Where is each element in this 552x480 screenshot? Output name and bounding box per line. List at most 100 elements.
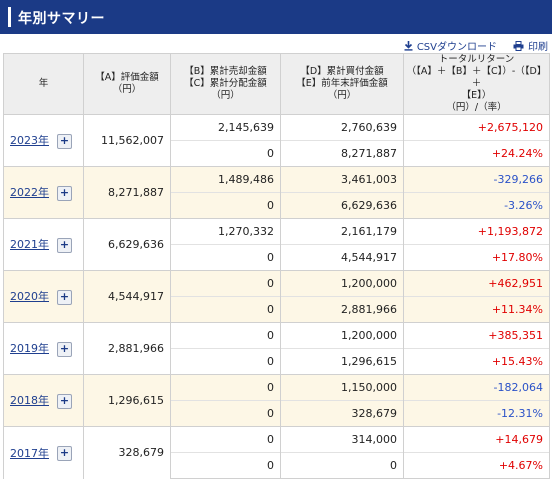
cumulative-distribution-cell: 0	[170, 296, 281, 323]
prev-year-end-valuation-cell: 4,544,917	[280, 244, 404, 271]
total-return-yen-cell: +385,351	[403, 322, 550, 349]
table-row: 0 8,271,887 +24.24%	[4, 140, 550, 167]
printer-icon	[513, 40, 524, 51]
year-cell: 2020年 +	[3, 270, 84, 323]
cumulative-distribution-cell: 0	[170, 452, 281, 479]
prev-year-end-valuation-cell: 2,881,966	[280, 296, 404, 323]
year-link[interactable]: 2018年	[10, 394, 49, 408]
year-link[interactable]: 2019年	[10, 342, 49, 356]
csv-download-label: CSVダウンロード	[416, 42, 497, 53]
table-row: 2017年 +328,679 0 314,000 +14,679	[3, 426, 550, 479]
page-title: 年別サマリー	[18, 11, 105, 27]
table-row: 2020年 +4,544,917 0 1,200,000 +462,951	[3, 270, 550, 323]
year-cell: 2018年 +	[3, 374, 84, 427]
year-cell: 2021年 +	[3, 218, 84, 271]
print-link[interactable]: 印刷	[513, 38, 548, 53]
valuation-cell: 328,679	[83, 426, 171, 479]
cumulative-sales-cell: 0	[170, 322, 281, 349]
total-return-rate-cell: -3.26%	[403, 192, 550, 219]
cumulative-purchase-cell: 1,150,000	[280, 374, 404, 401]
year-link[interactable]: 2017年	[10, 446, 49, 460]
table-row: 2019年 +2,881,966 0 1,200,000 +385,351	[3, 322, 550, 375]
table-row: 2018年 +1,296,615 0 1,150,000 -182,064	[3, 374, 550, 427]
year-link[interactable]: 2022年	[10, 186, 49, 200]
section-header: 年別サマリー	[0, 0, 552, 34]
total-return-rate-cell: +11.34%	[403, 296, 550, 323]
total-return-rate-cell: +15.43%	[403, 348, 550, 375]
col-header-year: 年	[3, 53, 84, 115]
valuation-cell: 1,296,615	[83, 374, 171, 427]
cumulative-purchase-cell: 1,200,000	[280, 270, 404, 297]
col-header-a: 【A】評価金額 （円）	[83, 53, 171, 115]
cumulative-distribution-cell: 0	[170, 400, 281, 427]
cumulative-sales-cell: 1,489,486	[170, 166, 281, 193]
cumulative-sales-cell: 0	[170, 426, 281, 453]
total-return-rate-cell: +24.24%	[403, 140, 550, 167]
expand-plus-icon[interactable]: +	[57, 446, 72, 461]
total-return-yen-cell: +14,679	[403, 426, 550, 453]
table-row: 0 328,679 -12.31%	[4, 400, 550, 427]
year-cell: 2019年 +	[3, 322, 84, 375]
cumulative-sales-cell: 0	[170, 374, 281, 401]
table-row: 0 6,629,636 -3.26%	[4, 192, 550, 219]
prev-year-end-valuation-cell: 1,296,615	[280, 348, 404, 375]
year-link[interactable]: 2021年	[10, 238, 49, 252]
table-row: 0 0 +4.67%	[4, 452, 550, 479]
print-label: 印刷	[528, 42, 548, 53]
total-return-yen-cell: +2,675,120	[403, 114, 550, 141]
valuation-cell: 8,271,887	[83, 166, 171, 219]
total-return-rate-cell: +17.80%	[403, 244, 550, 271]
prev-year-end-valuation-cell: 6,629,636	[280, 192, 404, 219]
total-return-yen-cell: +1,193,872	[403, 218, 550, 245]
cumulative-sales-cell: 0	[170, 270, 281, 297]
cumulative-distribution-cell: 0	[170, 244, 281, 271]
cumulative-distribution-cell: 0	[170, 192, 281, 219]
valuation-cell: 4,544,917	[83, 270, 171, 323]
expand-plus-icon[interactable]: +	[57, 393, 72, 409]
download-icon	[404, 40, 413, 51]
year-cell: 2017年 +	[3, 426, 84, 479]
header-accent-bar	[8, 7, 11, 27]
cumulative-distribution-cell: 0	[170, 348, 281, 375]
valuation-cell: 2,881,966	[83, 322, 171, 375]
table-row: 0 4,544,917 +17.80%	[4, 244, 550, 271]
valuation-cell: 6,629,636	[83, 218, 171, 271]
year-link[interactable]: 2020年	[10, 290, 49, 304]
total-return-yen-cell: -182,064	[403, 374, 550, 401]
prev-year-end-valuation-cell: 0	[280, 452, 404, 479]
toolbar: CSVダウンロード 印刷	[404, 38, 548, 53]
expand-plus-icon[interactable]: +	[57, 341, 72, 357]
table-header-row: 年 【A】評価金額 （円） 【B】累計売却金額 【C】累計分配金額 （円） 【D…	[3, 53, 550, 115]
valuation-cell: 11,562,007	[83, 114, 171, 167]
cumulative-sales-cell: 2,145,639	[170, 114, 281, 141]
table-row: 2021年 +6,629,636 1,270,332 2,161,179 +1,193,…	[3, 218, 550, 271]
table-row: 2022年 +8,271,887 1,489,486 3,461,003 -329,26…	[3, 166, 550, 219]
year-cell: 2023年 +	[3, 114, 84, 167]
total-return-yen-cell: -329,266	[403, 166, 550, 193]
cumulative-purchase-cell: 1,200,000	[280, 322, 404, 349]
expand-plus-icon[interactable]: +	[57, 133, 72, 149]
total-return-yen-cell: +462,951	[403, 270, 550, 297]
table-row: 0 2,881,966 +11.34%	[4, 296, 550, 323]
total-return-rate-cell: +4.67%	[403, 452, 550, 479]
cumulative-distribution-cell: 0	[170, 140, 281, 167]
total-return-rate-cell: -12.31%	[403, 400, 550, 427]
table-body: 2023年 +11,562,007 2,145,639 2,760,639 +2,675…	[3, 114, 550, 479]
year-cell: 2022年 +	[3, 166, 84, 219]
prev-year-end-valuation-cell: 8,271,887	[280, 140, 404, 167]
expand-plus-icon[interactable]: +	[57, 289, 72, 305]
col-header-de: 【D】累計買付金額 【E】前年末評価金額 （円）	[280, 53, 404, 115]
col-header-bc: 【B】累計売却金額 【C】累計分配金額 （円）	[170, 53, 281, 115]
expand-plus-icon[interactable]: +	[57, 185, 72, 201]
cumulative-sales-cell: 1,270,332	[170, 218, 281, 245]
cumulative-purchase-cell: 314,000	[280, 426, 404, 453]
expand-plus-icon[interactable]: +	[57, 237, 72, 253]
csv-download-link[interactable]: CSVダウンロード	[404, 38, 497, 53]
year-link[interactable]: 2023年	[10, 134, 49, 148]
col-header-total-return: トータルリターン （【A】＋【B】＋【C】）-（【D】＋ 【E】） （円）/（率…	[403, 53, 550, 115]
annual-summary-table: 年 【A】評価金額 （円） 【B】累計売却金額 【C】累計分配金額 （円） 【D…	[3, 53, 550, 479]
prev-year-end-valuation-cell: 328,679	[280, 400, 404, 427]
cumulative-purchase-cell: 3,461,003	[280, 166, 404, 193]
cumulative-purchase-cell: 2,760,639	[280, 114, 404, 141]
table-row: 2023年 +11,562,007 2,145,639 2,760,639 +2,675…	[3, 114, 550, 167]
